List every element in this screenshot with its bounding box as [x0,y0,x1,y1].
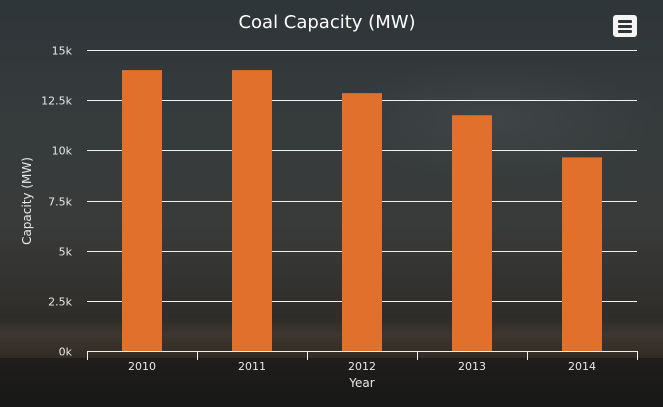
y-tick-label: 7.5k [48,196,72,209]
y-axis-title: Capacity (MW) [20,157,34,245]
x-axis: 2010 2011 2012 2013 2014 [87,351,638,373]
y-tick-label: 10k [52,145,73,158]
bar-2010[interactable] [122,70,162,352]
x-tick-label: 2010 [128,360,156,373]
x-tick-label: 2012 [348,360,376,373]
x-tick-label: 2011 [238,360,266,373]
y-tick-label: 2.5k [48,296,72,309]
bar-2013[interactable] [452,115,492,351]
y-tick-label: 12.5k [41,95,72,108]
chart-menu-button[interactable] [613,15,637,37]
x-tick-label: 2014 [568,360,596,373]
bar-2012[interactable] [342,93,382,351]
bar-2014[interactable] [562,157,602,351]
bar-2011[interactable] [232,70,272,352]
bars [122,70,602,352]
chart-title: Coal Capacity (MW) [238,12,415,33]
background-cloud [330,60,660,180]
x-axis-title: Year [348,376,374,390]
y-axis-ticks: 0k 2.5k 5k 7.5k 10k 12.5k 15k [41,45,72,359]
y-tick-label: 15k [52,45,73,58]
y-tick-label: 0k [59,346,73,359]
y-tick-label: 5k [59,246,73,259]
x-tick-label: 2013 [458,360,486,373]
